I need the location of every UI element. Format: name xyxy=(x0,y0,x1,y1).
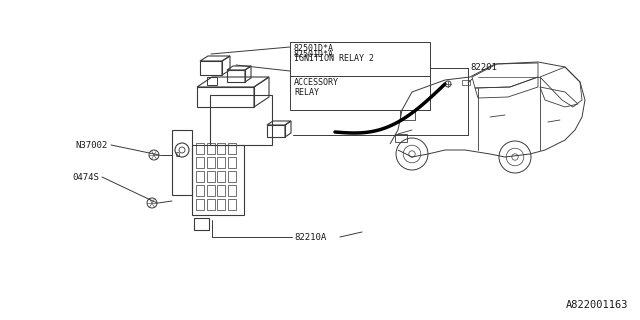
Bar xyxy=(227,185,236,196)
Bar xyxy=(207,157,214,168)
Text: ACCESSORY: ACCESSORY xyxy=(294,78,339,87)
Text: IGNITION RELAY 2: IGNITION RELAY 2 xyxy=(294,54,374,63)
Text: 0474S: 0474S xyxy=(72,172,99,181)
Bar xyxy=(217,185,225,196)
Bar xyxy=(217,171,225,182)
Bar xyxy=(207,185,214,196)
Text: RELAY: RELAY xyxy=(294,88,319,97)
Bar xyxy=(290,42,430,110)
Bar xyxy=(227,171,236,182)
Bar xyxy=(207,171,214,182)
Bar xyxy=(207,143,214,154)
Bar xyxy=(400,110,415,120)
Text: D: D xyxy=(176,152,180,158)
Text: 82210A: 82210A xyxy=(294,233,326,242)
Text: N37002: N37002 xyxy=(75,140,108,149)
Text: 82501D*A: 82501D*A xyxy=(294,50,334,59)
Bar xyxy=(395,134,407,142)
Bar xyxy=(196,185,204,196)
Text: 82201: 82201 xyxy=(470,63,497,73)
Text: A822001163: A822001163 xyxy=(566,300,628,310)
Bar xyxy=(196,199,204,210)
Bar xyxy=(227,143,236,154)
Bar xyxy=(217,143,225,154)
Bar xyxy=(196,171,204,182)
Bar xyxy=(207,199,214,210)
Bar xyxy=(227,199,236,210)
Bar xyxy=(217,199,225,210)
Bar xyxy=(196,143,204,154)
Text: 82501D*A: 82501D*A xyxy=(294,44,334,53)
Bar xyxy=(227,157,236,168)
Bar xyxy=(196,157,204,168)
Bar xyxy=(217,157,225,168)
Bar xyxy=(462,80,470,85)
